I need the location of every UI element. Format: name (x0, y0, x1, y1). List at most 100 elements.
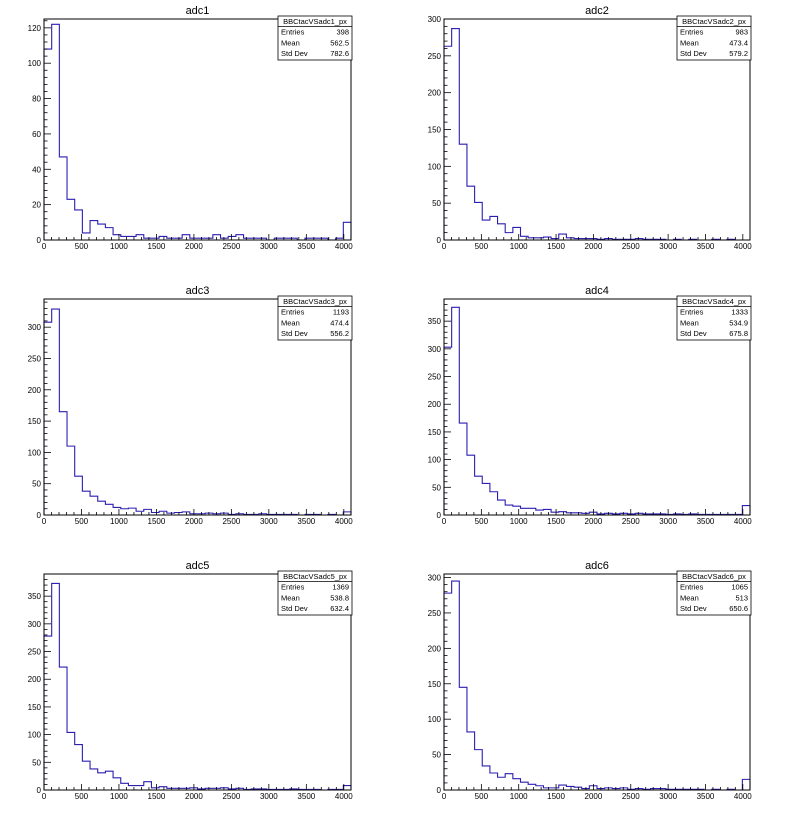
x-tick-label: 1500 (148, 242, 166, 251)
stats-label: Entries (680, 583, 704, 592)
y-tick-label: 300 (28, 620, 42, 629)
x-tick-label: 1000 (110, 242, 128, 251)
stats-value: 1333 (731, 308, 748, 317)
y-tick-label: 150 (428, 428, 442, 437)
y-tick-label: 100 (428, 456, 442, 465)
x-tick-label: 2500 (622, 792, 640, 801)
x-tick-label: 4000 (734, 242, 752, 251)
y-tick-label: 250 (428, 52, 442, 61)
stats-name: BBCtacVSadc4_px (682, 297, 746, 306)
y-tick-label: 250 (428, 373, 442, 382)
stats-name: BBCtacVSadc3_px (283, 297, 347, 306)
y-tick-label: 0 (437, 786, 442, 795)
stats-name: BBCtacVSadc2_px (682, 17, 746, 26)
y-tick-label: 20 (32, 201, 41, 210)
plot-frame (443, 298, 751, 516)
stats-label: Entries (680, 308, 704, 317)
stats-box-frame (676, 295, 752, 341)
x-tick-label: 0 (442, 792, 447, 801)
x-tick-label: 4000 (734, 792, 752, 801)
x-tick-label: 500 (75, 792, 89, 801)
y-tick-label: 250 (28, 354, 42, 363)
y-tick-label: 350 (428, 317, 442, 326)
histogram-panel-4: adc4 0 500 1000 1500 2000 2500 3000 3500 4000 0 50 1… (428, 285, 753, 526)
x-tick-label: 1000 (510, 792, 528, 801)
plot-frame (443, 573, 751, 791)
stats-box-frame (277, 295, 353, 341)
y-tick-label: 0 (37, 786, 42, 795)
x-tick-label: 1500 (148, 792, 166, 801)
y-tick-label: 150 (428, 126, 442, 135)
panel-title: adc2 (585, 5, 609, 17)
stats-value: 398 (336, 28, 349, 37)
x-tick-label: 500 (75, 242, 89, 251)
x-tick-label: 2500 (222, 792, 240, 801)
stats-label: Mean (281, 593, 300, 602)
x-tick-label: 3000 (260, 517, 278, 526)
stats-value: 782.6 (330, 49, 349, 58)
stats-value: 556.2 (330, 329, 349, 338)
stats-label: Mean (281, 38, 300, 47)
stats-box: BBCtacVSadc1_px Entries 398 Mean 562.5 Std De… (277, 15, 353, 61)
y-tick-label: 80 (32, 95, 41, 104)
stats-box-frame (277, 15, 353, 61)
y-tick-label: 300 (428, 574, 442, 583)
x-tick-label: 2000 (185, 792, 203, 801)
stats-value: 1369 (332, 583, 349, 592)
y-tick-label: 50 (432, 483, 441, 492)
y-tick-label: 200 (428, 400, 442, 409)
histogram-panel-1: adc1 0 500 1000 1500 2000 2500 3000 3500 4000 0 20 4… (28, 5, 354, 251)
stats-label: Std Dev (281, 604, 308, 613)
x-tick-label: 0 (42, 517, 47, 526)
panel-title: adc4 (585, 285, 609, 297)
x-tick-label: 4000 (734, 517, 752, 526)
stats-value: 675.8 (729, 329, 748, 338)
y-tick-label: 100 (28, 731, 42, 740)
y-tick-label: 300 (28, 323, 42, 332)
x-tick-label: 1500 (148, 517, 166, 526)
stats-box-frame (277, 570, 353, 616)
x-tick-label: 2500 (622, 517, 640, 526)
histogram-series (443, 306, 751, 515)
stats-label: Mean (680, 593, 699, 602)
histogram-series (43, 582, 352, 791)
y-tick-label: 100 (28, 448, 42, 457)
x-tick-label: 2000 (185, 242, 203, 251)
y-tick-label: 150 (428, 680, 442, 689)
x-tick-label: 1500 (547, 517, 565, 526)
x-tick-label: 3000 (659, 792, 677, 801)
x-tick-label: 1000 (510, 517, 528, 526)
x-tick-label: 4000 (335, 517, 353, 526)
stats-label: Mean (680, 38, 699, 47)
y-tick-label: 200 (428, 644, 442, 653)
y-tick-label: 250 (428, 609, 442, 618)
stats-box: BBCtacVSadc6_px Entries 1065 Mean 513 Std Dev… (676, 570, 752, 616)
x-tick-label: 1000 (510, 242, 528, 251)
y-tick-label: 300 (428, 345, 442, 354)
plot-frame (43, 573, 352, 791)
x-tick-label: 3000 (659, 242, 677, 251)
stats-value: 538.8 (330, 593, 349, 602)
stats-box-frame (676, 570, 752, 616)
y-tick-label: 200 (28, 386, 42, 395)
stats-label: Entries (281, 28, 305, 37)
x-tick-label: 3000 (659, 517, 677, 526)
y-tick-label: 100 (428, 715, 442, 724)
x-tick-label: 2500 (222, 517, 240, 526)
x-tick-label: 1000 (110, 792, 128, 801)
y-tick-label: 50 (32, 758, 41, 767)
stats-box: BBCtacVSadc2_px Entries 983 Mean 473.4 Std De… (676, 15, 752, 61)
panel-title: adc1 (186, 5, 210, 17)
histogram-panel-5: adc5 0 500 1000 1500 2000 2500 3000 3500 4000 0 50 1… (28, 560, 354, 801)
x-tick-label: 3500 (697, 792, 715, 801)
x-tick-label: 3500 (297, 242, 315, 251)
stats-name: BBCtacVSadc1_px (283, 17, 347, 26)
stats-label: Mean (680, 318, 699, 327)
panel-title: adc5 (186, 560, 210, 572)
stats-value: 534.9 (729, 318, 748, 327)
x-tick-label: 3500 (697, 242, 715, 251)
stats-value: 632.4 (330, 604, 349, 613)
histogram-panel-6: adc6 0 500 1000 1500 2000 2500 3000 3500 4000 0 50 1… (428, 560, 753, 801)
x-tick-label: 500 (475, 792, 489, 801)
x-tick-label: 2500 (622, 242, 640, 251)
